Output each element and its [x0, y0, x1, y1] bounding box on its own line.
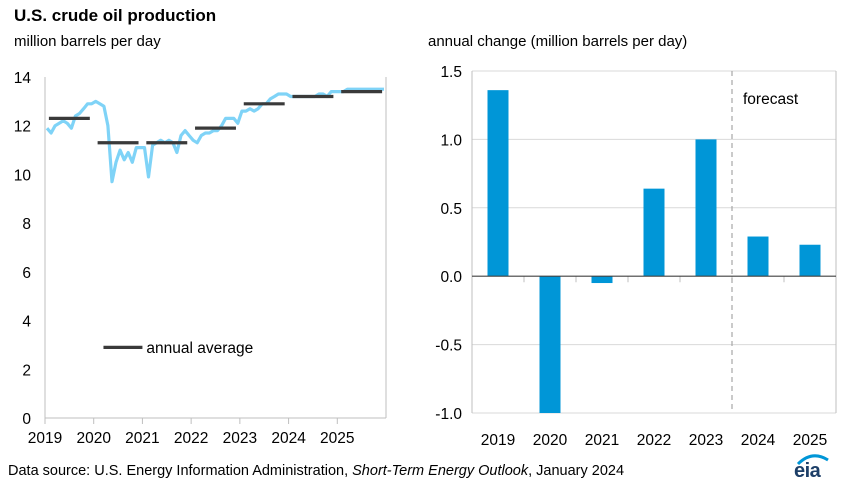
monthly-production-line	[45, 87, 384, 184]
right-y-tick-label: 0.5	[440, 201, 462, 218]
right-y-tick-label: 0.0	[440, 269, 462, 286]
right-x-tick-label: 2023	[689, 432, 723, 449]
right-annual-change-chart: 1.5 1.0 0.5 0.0 -0.5 -1.0 2019 2020 2021 2022 2023…	[435, 64, 837, 449]
source-suffix: , January 2024	[528, 463, 625, 479]
left-x-tick-label: 2020	[76, 430, 111, 447]
left-x-tick-label: 2023	[223, 430, 257, 447]
bar-2021	[591, 276, 613, 284]
legend-label: annual average	[146, 340, 253, 357]
left-production-chart: 0 2 4 6 8 10 12 14 2019 2020 2021 2022 2023 2024 2025 a…	[14, 70, 387, 447]
left-y-tick-label: 0	[22, 411, 31, 428]
eia-logo-text: eia	[794, 460, 821, 482]
right-y-tick-label: 1.5	[440, 64, 462, 81]
right-y-tick-label: 1.0	[440, 132, 462, 149]
right-x-tick-label: 2020	[533, 432, 568, 449]
left-y-tick-label: 14	[14, 70, 32, 87]
bar-2022	[643, 188, 665, 277]
forecast-label: forecast	[743, 91, 799, 108]
eia-logo: eia	[790, 452, 834, 484]
right-y-tick-label: -0.5	[435, 338, 462, 355]
left-y-tick-label: 10	[14, 167, 32, 184]
left-x-tick-label: 2025	[320, 430, 354, 447]
right-x-tick-label: 2021	[585, 432, 619, 449]
right-x-tick-label: 2025	[793, 432, 827, 449]
eia-logo-arc-icon	[796, 454, 829, 466]
left-chart-unit-label: million barrels per day	[14, 33, 161, 50]
left-y-tick-label: 2	[22, 362, 31, 379]
right-x-tick-label: 2019	[481, 432, 515, 449]
bar-2023	[695, 139, 717, 277]
left-x-tick-label: 2021	[125, 430, 159, 447]
left-x-tick-label: 2019	[28, 430, 62, 447]
source-publication: Short-Term Energy Outlook	[352, 463, 529, 479]
right-x-tick-label: 2024	[741, 432, 776, 449]
left-y-tick-label: 12	[14, 119, 31, 136]
bar-2019	[487, 90, 509, 277]
left-y-tick-label: 8	[22, 216, 31, 233]
left-y-tick-label: 4	[22, 314, 31, 331]
left-x-tick-label: 2024	[271, 430, 306, 447]
left-x-tick-label: 2022	[174, 430, 208, 447]
right-x-tick-label: 2022	[637, 432, 671, 449]
right-chart-unit-label: annual change (million barrels per day)	[428, 33, 688, 50]
source-prefix: Data source: U.S. Energy Information Adm…	[8, 463, 353, 479]
chart-title: U.S. crude oil production	[14, 6, 217, 25]
left-y-tick-label: 6	[22, 265, 31, 282]
bar-2024	[747, 236, 769, 277]
bar-2020	[539, 276, 561, 413]
bar-2025	[799, 244, 821, 277]
right-y-tick-label: -1.0	[435, 406, 462, 423]
source-note: Data source: U.S. Energy Information Adm…	[8, 463, 624, 479]
